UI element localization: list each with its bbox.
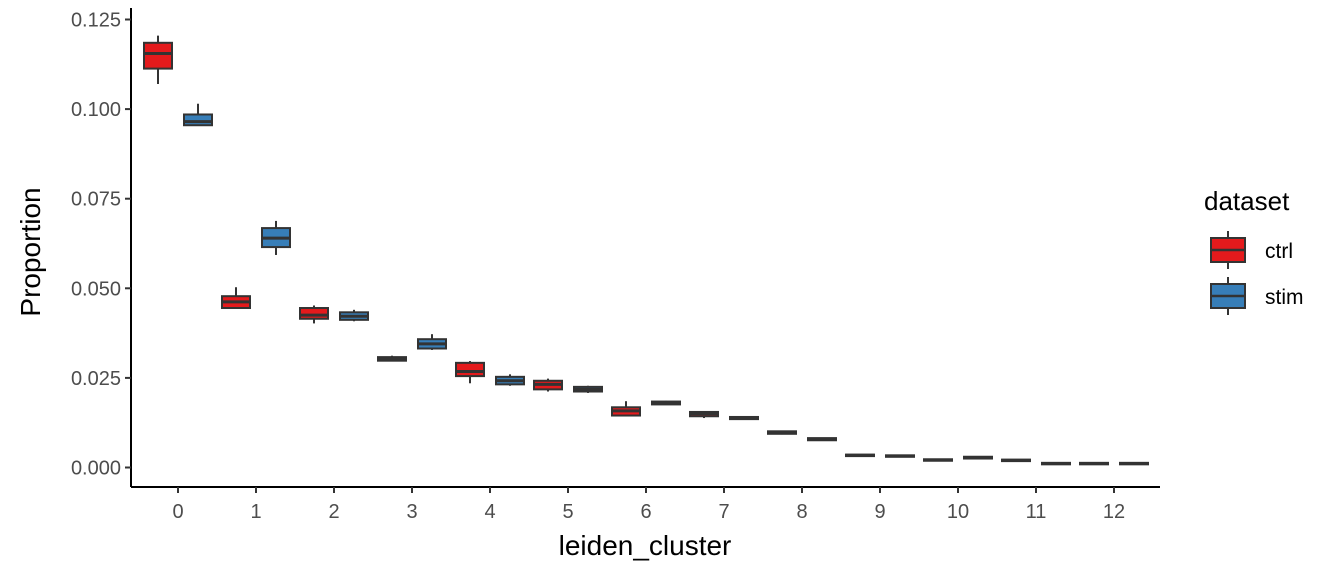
legend-label-ctrl: ctrl bbox=[1265, 240, 1293, 263]
box-stim-4 bbox=[495, 374, 525, 386]
y-tick-label: 0.000 bbox=[71, 458, 121, 480]
box-stim-7 bbox=[729, 415, 759, 421]
legend-title: dataset bbox=[1204, 186, 1290, 216]
box-ctrl-1 bbox=[221, 287, 251, 310]
x-tick-label: 4 bbox=[484, 501, 495, 523]
box-ctrl-2 bbox=[299, 305, 329, 324]
x-tick-label: 5 bbox=[562, 501, 573, 523]
y-tick-label: 0.075 bbox=[71, 189, 121, 211]
x-tick-label: 3 bbox=[406, 501, 417, 523]
box-stim-11 bbox=[1041, 461, 1071, 466]
box-ctrl-7 bbox=[689, 410, 719, 419]
box-ctrl-3 bbox=[377, 355, 407, 362]
box-ctrl-5 bbox=[533, 378, 563, 392]
x-axis-title: leiden_cluster bbox=[559, 530, 732, 561]
box-stim-9 bbox=[885, 454, 915, 458]
legend-key-stim bbox=[1210, 277, 1246, 315]
box-ctrl-8 bbox=[767, 430, 797, 435]
box-stim-8 bbox=[807, 437, 837, 442]
y-tick-label: 0.050 bbox=[71, 278, 121, 300]
box-ctrl-11 bbox=[1001, 458, 1031, 463]
box-stim-12 bbox=[1119, 461, 1149, 466]
box-ctrl-9 bbox=[845, 453, 875, 458]
box-ctrl-6 bbox=[611, 401, 641, 417]
x-tick-label: 2 bbox=[328, 501, 339, 523]
x-tick-label: 10 bbox=[947, 501, 969, 523]
box-ctrl-4 bbox=[455, 361, 485, 384]
box-stim-3 bbox=[417, 334, 447, 350]
box-body bbox=[455, 361, 485, 378]
box-stim-10 bbox=[963, 455, 993, 460]
box-ctrl-12 bbox=[1079, 461, 1109, 466]
x-tick-label: 1 bbox=[250, 501, 261, 523]
box-body bbox=[143, 41, 173, 70]
x-tick-label: 7 bbox=[718, 501, 729, 523]
legend: dataset ctrl stim bbox=[1204, 186, 1304, 315]
plot-area bbox=[143, 35, 1149, 466]
box-stim-2 bbox=[339, 309, 369, 322]
box-body bbox=[183, 113, 213, 127]
x-tick-label: 12 bbox=[1103, 501, 1125, 523]
box-ctrl-10 bbox=[923, 458, 953, 462]
legend-label-stim: stim bbox=[1265, 286, 1304, 309]
x-tick-label: 11 bbox=[1026, 501, 1047, 523]
box-stim-1 bbox=[261, 220, 291, 255]
legend-key-ctrl bbox=[1210, 231, 1246, 269]
box-body bbox=[299, 307, 329, 320]
x-tick-label: 8 bbox=[796, 501, 807, 523]
x-tick-label: 9 bbox=[874, 501, 885, 523]
y-axis-title: Proportion bbox=[15, 187, 46, 316]
box-stim-0 bbox=[183, 103, 213, 127]
y-tick-label: 0.125 bbox=[71, 10, 121, 32]
y-tick-label: 0.100 bbox=[71, 99, 121, 121]
box-stim-6 bbox=[651, 400, 681, 406]
y-tick-label: 0.025 bbox=[71, 368, 121, 390]
box-ctrl-0 bbox=[143, 35, 173, 85]
box-stim-5 bbox=[573, 385, 603, 393]
x-tick-label: 6 bbox=[640, 501, 651, 523]
x-tick-label: 0 bbox=[172, 501, 183, 523]
